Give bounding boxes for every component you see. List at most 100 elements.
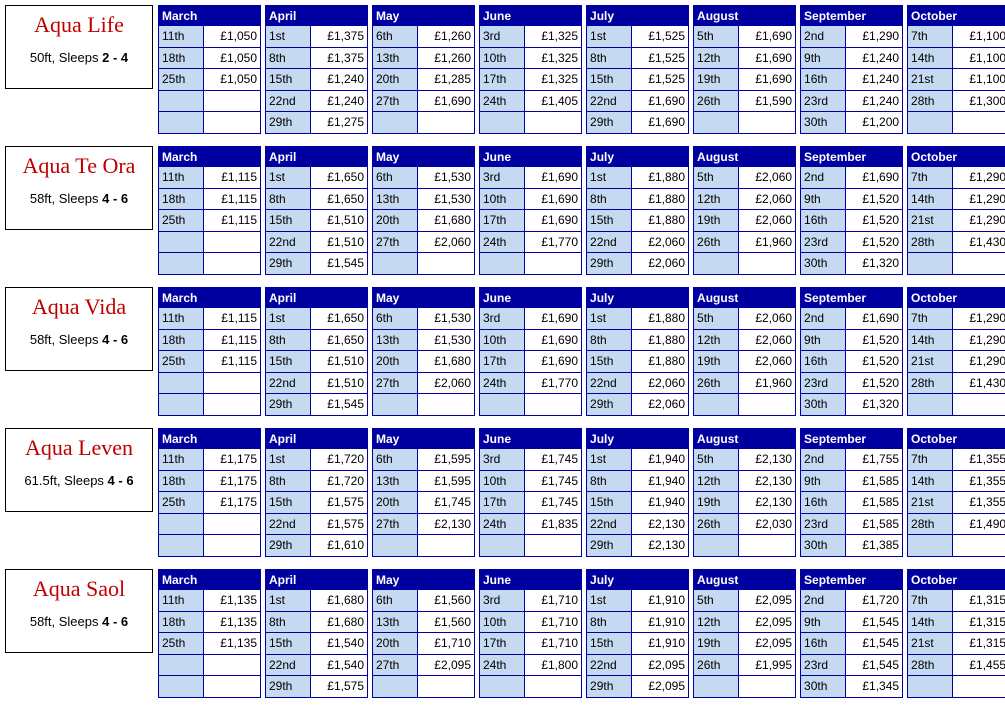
table-row: 18th £1,135 xyxy=(158,610,261,633)
date-cell: 3rd xyxy=(479,25,525,48)
month-body: 7th £1,100 14th £1,100 21st £1,100 28th … xyxy=(907,25,1005,134)
date-cell: 23rd xyxy=(800,371,847,394)
date-cell: 25th xyxy=(158,350,204,373)
date-cell: 28th xyxy=(907,653,954,676)
table-row: 22nd £1,510 xyxy=(265,371,368,394)
table-row: 20th £1,285 xyxy=(372,68,475,91)
date-cell: 11th xyxy=(158,166,204,189)
price-cell: £1,650 xyxy=(310,307,368,330)
price-cell: £2,060 xyxy=(417,230,475,253)
date-cell xyxy=(907,252,954,275)
table-row: 15th £1,880 xyxy=(586,209,690,232)
table-row: 17th £1,745 xyxy=(479,491,583,514)
date-cell: 29th xyxy=(586,534,633,557)
price-cell: £1,175 xyxy=(203,491,261,514)
table-row: 15th £1,510 xyxy=(265,350,368,373)
date-cell: 9th xyxy=(800,46,847,69)
table-row: 16th £1,545 xyxy=(800,632,904,655)
date-cell: 14th xyxy=(907,610,954,633)
date-cell: 1st xyxy=(265,166,311,189)
date-cell: 20th xyxy=(372,491,418,514)
price-cell: £1,690 xyxy=(523,166,583,189)
table-row: 12th £2,060 xyxy=(693,187,797,210)
table-row: 19th £1,690 xyxy=(693,68,797,91)
table-row: 9th £1,545 xyxy=(800,610,904,633)
date-cell: 15th xyxy=(586,68,633,91)
price-cell: £1,115 xyxy=(203,350,261,373)
month-body: 2nd £1,755 9th £1,585 16th £1,585 23rd £… xyxy=(800,448,904,557)
month-table: October 7th £1,355 14th £1,355 21st £1,3… xyxy=(907,428,1005,557)
table-row: 23rd £1,520 xyxy=(800,230,904,253)
month-table: March 11th £1,115 18th £1,115 25th £1,11… xyxy=(158,287,261,416)
table-row: 12th £2,095 xyxy=(693,610,797,633)
price-cell: £1,260 xyxy=(417,25,475,48)
price-cell: £1,690 xyxy=(845,166,904,189)
table-row: 1st £1,880 xyxy=(586,307,690,330)
table-row: 11th £1,135 xyxy=(158,589,261,612)
price-cell: £1,490 xyxy=(952,512,1005,535)
date-cell: 8th xyxy=(586,469,633,492)
table-row: 15th £1,240 xyxy=(265,68,368,91)
month-table: July 1st £1,940 8th £1,940 15th £1,940 2… xyxy=(586,428,690,557)
table-row: 7th £1,100 xyxy=(907,25,1005,48)
price-cell xyxy=(952,252,1005,275)
table-row: 14th £1,315 xyxy=(907,610,1005,633)
price-cell: £1,510 xyxy=(310,209,368,232)
price-cell: £1,585 xyxy=(845,512,904,535)
table-row xyxy=(479,534,583,557)
price-cell xyxy=(738,534,797,557)
table-row: 8th £1,680 xyxy=(265,610,368,633)
table-row: 5th £2,095 xyxy=(693,589,797,612)
table-row: 12th £2,130 xyxy=(693,469,797,492)
table-row xyxy=(158,252,261,275)
date-cell: 15th xyxy=(265,632,311,655)
table-row: 23rd £1,545 xyxy=(800,653,904,676)
month-body: 3rd £1,690 10th £1,690 17th £1,690 24th … xyxy=(479,166,583,275)
price-cell: £1,100 xyxy=(952,68,1005,91)
date-cell: 13th xyxy=(372,187,418,210)
table-row: 16th £1,240 xyxy=(800,68,904,91)
date-cell: 15th xyxy=(586,632,633,655)
price-cell: £1,520 xyxy=(845,187,904,210)
date-cell xyxy=(479,111,525,134)
table-row xyxy=(693,111,797,134)
month-body: 1st £1,680 8th £1,680 15th £1,540 22nd £… xyxy=(265,589,368,698)
price-cell: £1,575 xyxy=(310,675,368,698)
date-cell: 8th xyxy=(586,328,633,351)
month-header: June xyxy=(478,428,583,449)
month-header: March xyxy=(158,146,261,167)
boat-name: Aqua Vida xyxy=(31,294,127,319)
date-cell: 12th xyxy=(693,187,740,210)
price-cell: £2,060 xyxy=(631,252,690,275)
date-cell: 24th xyxy=(479,512,525,535)
month-header: May xyxy=(372,5,475,26)
date-cell: 17th xyxy=(479,632,525,655)
table-row xyxy=(907,111,1005,134)
date-cell: 1st xyxy=(265,307,311,330)
table-row: 27th £2,060 xyxy=(372,371,475,394)
month-header: April xyxy=(265,428,368,449)
month-header: March xyxy=(158,5,261,26)
table-row: 11th £1,115 xyxy=(158,307,261,330)
price-cell: £1,290 xyxy=(952,307,1005,330)
table-row: 6th £1,595 xyxy=(372,448,475,471)
price-cell xyxy=(203,534,261,557)
table-row: 26th £1,960 xyxy=(693,230,797,253)
table-row: 25th £1,175 xyxy=(158,491,261,514)
price-cell: £2,060 xyxy=(631,230,690,253)
date-cell xyxy=(158,89,204,112)
table-row: 11th £1,175 xyxy=(158,448,261,471)
price-cell: £1,960 xyxy=(738,371,797,394)
month-body: 6th £1,530 13th £1,530 20th £1,680 27th … xyxy=(372,307,475,416)
price-cell: £1,290 xyxy=(952,187,1005,210)
month-body: 1st £1,525 8th £1,525 15th £1,525 22nd £… xyxy=(586,25,690,134)
table-row: 8th £1,880 xyxy=(586,328,690,351)
table-row xyxy=(158,89,261,112)
table-row: 23rd £1,585 xyxy=(800,512,904,535)
date-cell: 11th xyxy=(158,25,204,48)
table-row: 25th £1,050 xyxy=(158,68,261,91)
date-cell xyxy=(693,252,740,275)
date-cell: 10th xyxy=(479,187,525,210)
table-row: 23rd £1,240 xyxy=(800,89,904,112)
price-cell: £1,880 xyxy=(631,209,690,232)
